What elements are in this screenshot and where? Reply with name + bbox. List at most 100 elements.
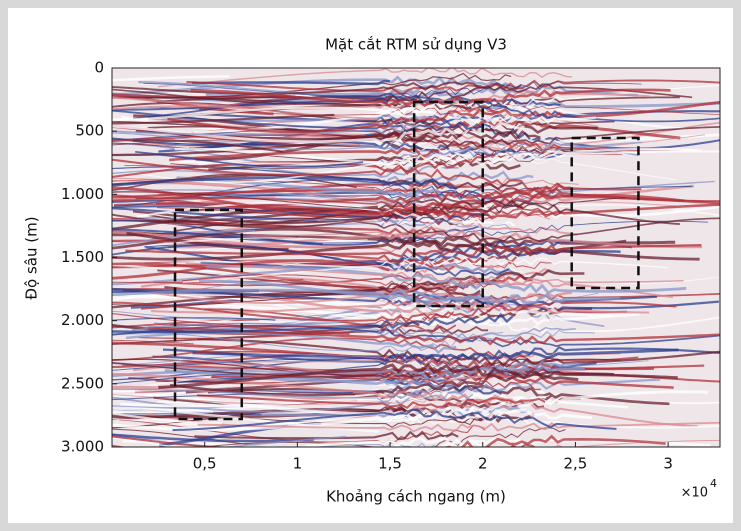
texture-stripe bbox=[112, 339, 194, 345]
texture-stripe bbox=[112, 372, 513, 404]
texture-stripe bbox=[206, 265, 687, 295]
x-axis-label: Khoảng cách ngang (m) bbox=[326, 488, 506, 506]
texture-stripe bbox=[157, 68, 572, 88]
x-tick-label: 0,5 bbox=[193, 455, 217, 473]
highlight-box bbox=[412, 100, 484, 308]
y-tick-label: 1.500 bbox=[61, 248, 104, 266]
texture-stripe bbox=[146, 103, 720, 117]
texture-stripe bbox=[112, 264, 246, 275]
texture-stripe bbox=[197, 338, 720, 368]
texture-stripe bbox=[112, 113, 335, 125]
texture-stripe bbox=[112, 312, 514, 334]
texture-stripe bbox=[120, 392, 547, 408]
texture-stripe bbox=[195, 127, 436, 161]
highlight-box bbox=[570, 136, 640, 290]
texture-stripe bbox=[145, 72, 512, 99]
texture-stripe bbox=[533, 439, 720, 447]
texture-stripe bbox=[112, 123, 419, 136]
x-tick-label: 2,5 bbox=[563, 455, 587, 473]
texture-stripe bbox=[148, 201, 473, 229]
y-tick-label: 1.000 bbox=[61, 185, 104, 203]
texture-stripe bbox=[112, 176, 457, 190]
texture-stripe bbox=[112, 437, 180, 447]
chart-title: Mặt cắt RTM sử dụng V3 bbox=[325, 36, 507, 54]
texture-stripe bbox=[136, 201, 516, 228]
texture-stripe bbox=[112, 373, 247, 385]
texture-stripe bbox=[155, 202, 720, 221]
texture-stripe bbox=[112, 227, 627, 257]
texture-stripe bbox=[112, 154, 676, 186]
texture-stripe bbox=[112, 229, 379, 249]
texture-stripe bbox=[112, 178, 550, 201]
texture-stripe bbox=[112, 408, 593, 431]
texture-stripe bbox=[112, 183, 571, 216]
y-tick-label: 500 bbox=[75, 122, 104, 140]
texture-stripe bbox=[192, 348, 679, 363]
texture-stripe bbox=[112, 239, 700, 261]
seismic-image bbox=[112, 68, 720, 447]
texture-stripe bbox=[132, 204, 524, 224]
texture-stripe bbox=[191, 79, 390, 86]
texture-stripe bbox=[112, 427, 566, 447]
texture-stripe bbox=[112, 75, 230, 82]
texture-stripe bbox=[182, 256, 669, 283]
texture-stripe bbox=[112, 352, 310, 369]
texture-stripe bbox=[150, 277, 674, 305]
x-tick-label: 1 bbox=[293, 455, 303, 473]
texture-stripe bbox=[112, 310, 359, 320]
y-tick-label: 2.500 bbox=[61, 374, 104, 392]
texture-stripe bbox=[169, 147, 440, 162]
x-tick-label: 2 bbox=[478, 455, 488, 473]
texture-stripe bbox=[135, 151, 364, 168]
y-tick-label: 2.000 bbox=[61, 311, 104, 329]
texture-stripe bbox=[169, 323, 350, 335]
texture-stripe bbox=[176, 176, 442, 197]
texture-stripe bbox=[153, 270, 425, 287]
texture-stripe bbox=[112, 228, 323, 246]
texture-stripe bbox=[112, 121, 525, 144]
texture-stripe bbox=[156, 94, 392, 103]
texture-stripe bbox=[167, 108, 498, 134]
texture-stripe bbox=[112, 325, 720, 348]
texture-stripe bbox=[146, 237, 345, 247]
texture-stripe bbox=[186, 79, 720, 96]
texture-stripe bbox=[132, 139, 284, 153]
texture-stripe bbox=[112, 385, 358, 402]
x-multiplier: ×10 bbox=[681, 486, 708, 501]
texture-stripe bbox=[112, 435, 229, 447]
texture-stripe bbox=[156, 329, 595, 352]
texture-stripe bbox=[112, 206, 489, 223]
texture-stripe bbox=[172, 408, 617, 432]
texture-stripe bbox=[112, 392, 353, 401]
texture-stripe bbox=[112, 299, 677, 324]
texture-stripe bbox=[112, 355, 425, 371]
texture-stripe bbox=[199, 279, 494, 305]
texture-stripe bbox=[112, 284, 481, 309]
texture-stripe bbox=[112, 394, 437, 405]
texture-stripe bbox=[161, 434, 666, 447]
texture-stripe bbox=[138, 353, 649, 372]
x-tick-label: 3 bbox=[663, 455, 673, 473]
texture-stripe bbox=[174, 147, 703, 170]
texture-stripe bbox=[204, 152, 469, 184]
texture-stripe bbox=[112, 218, 512, 231]
y-tick-label: 0 bbox=[94, 59, 104, 77]
texture-stripe bbox=[112, 207, 318, 222]
texture-stripe bbox=[112, 279, 304, 284]
texture-stripe bbox=[210, 375, 541, 391]
texture-stripe bbox=[125, 331, 457, 355]
texture-stripe bbox=[112, 361, 422, 378]
y-tick-label: 3.000 bbox=[61, 438, 104, 456]
texture-stripe bbox=[112, 433, 314, 443]
texture-stripe bbox=[197, 421, 720, 433]
texture-stripe bbox=[219, 435, 347, 447]
texture-stripe bbox=[174, 259, 445, 274]
texture-stripe bbox=[112, 392, 443, 413]
texture-stripe bbox=[185, 262, 684, 287]
texture-stripe bbox=[112, 311, 455, 328]
texture-stripe bbox=[112, 405, 483, 429]
texture-stripe bbox=[112, 388, 474, 403]
texture-stripe bbox=[112, 83, 693, 105]
texture-stripe bbox=[196, 350, 419, 364]
